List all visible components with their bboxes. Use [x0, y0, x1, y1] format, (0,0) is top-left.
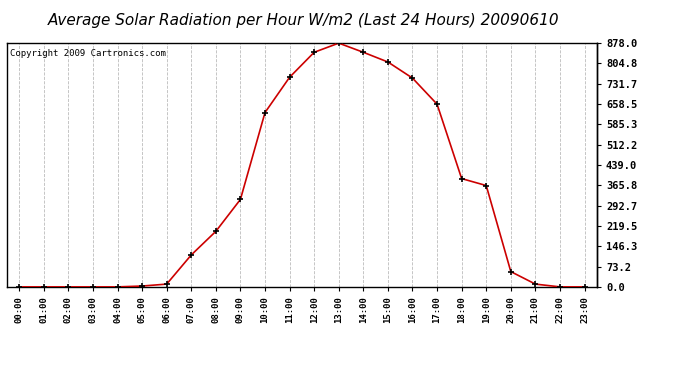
Text: Copyright 2009 Cartronics.com: Copyright 2009 Cartronics.com [10, 49, 166, 58]
Text: Average Solar Radiation per Hour W/m2 (Last 24 Hours) 20090610: Average Solar Radiation per Hour W/m2 (L… [48, 13, 560, 28]
